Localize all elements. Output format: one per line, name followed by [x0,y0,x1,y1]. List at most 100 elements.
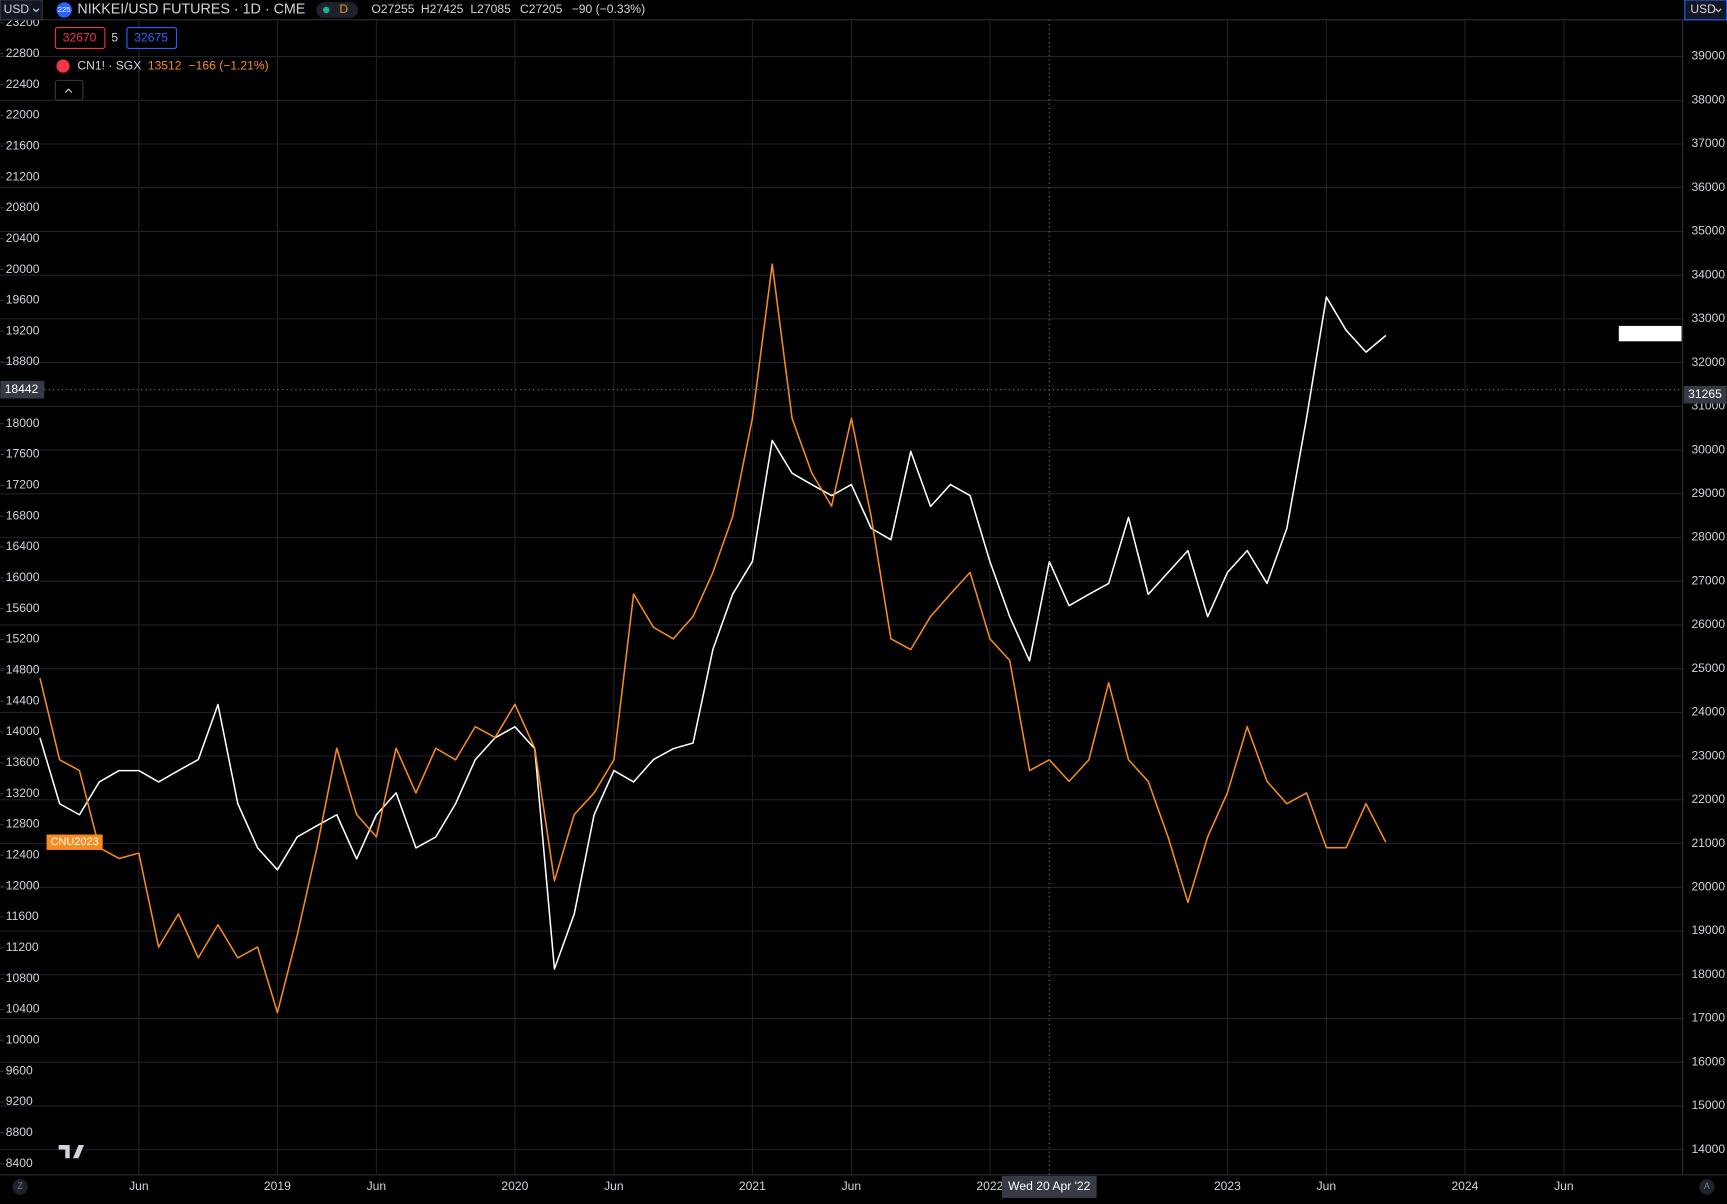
compare-symbol[interactable]: CN1! · SGX [77,58,141,72]
y2-tick-label: 18000 [1691,967,1725,981]
ohlc-open: O27255 [371,2,414,16]
y-tick-label: 16000 [6,570,40,584]
y-tick-label: 21200 [6,169,40,183]
bid-button[interactable] [54,26,106,49]
interval: D [339,2,348,16]
y2-tick-label: 33000 [1691,311,1725,325]
y2-tick-label: 37000 [1691,136,1725,150]
corner-left: Z [17,1181,23,1191]
y2-tick-label: 29000 [1691,486,1725,500]
crosshair-left-box [0,380,45,399]
bid: 32670 [63,31,97,45]
series-line [39,296,1387,970]
y-tick-label: 20000 [6,262,40,276]
symbol-title[interactable]: NIKKEI/USD FUTURES · 1D · CME [77,2,305,18]
x-tick-label: 2023 [1214,1179,1241,1193]
y-tick-label: 12000 [6,878,40,892]
ohlc-high: H27425 [421,2,464,16]
y-tick-label: 10000 [6,1033,40,1047]
y-tick-label: 17200 [6,478,40,492]
y2-tick-label: 20000 [1691,879,1725,893]
y-tick-label: 17600 [6,447,40,461]
y-tick-label: 20800 [6,200,40,214]
crosshair-right-label: 31265 [1688,387,1722,401]
y-tick-label: 18000 [6,416,40,430]
x-tick-label: 2024 [1451,1179,1478,1193]
series-tag-box [46,834,103,850]
y-tick-label: 12400 [6,848,40,862]
corner-left-button[interactable] [12,1179,28,1195]
crosshair-right-box [1683,385,1727,404]
y2-tick-label: 16000 [1691,1054,1725,1068]
crosshair-x-label: Wed 20 Apr '22 [1008,1179,1090,1193]
ask-button[interactable] [126,26,178,49]
crosshair: 18442 31265 Wed 20 Apr '22 [0,19,1727,1198]
price-tag [1618,325,1682,342]
x-tick-label: Jun [604,1179,624,1193]
y-tick-label: 13200 [6,786,40,800]
y-tick-label: 11200 [6,940,39,954]
y2-tick-label: 21000 [1691,836,1725,850]
ask: 32675 [134,31,168,45]
chevron [1715,8,1722,13]
y2-tick-label: 24000 [1691,705,1725,719]
compare-last: 13512 [148,58,182,72]
y-tick-label: 12800 [6,817,40,831]
currency-button[interactable] [0,0,43,21]
y2-tick-label: 35000 [1691,224,1725,238]
x-tick-label: Jun [842,1179,862,1193]
y-tick-label: 8800 [6,1125,33,1139]
y2-tick-label: 30000 [1691,442,1725,456]
y2-tick-label: 38000 [1691,92,1725,106]
x-tick-label: Jun [367,1179,387,1193]
y2-tick-label: 19000 [1691,923,1725,937]
y-tick-label: 13600 [6,755,40,769]
y2-tick-label: 34000 [1691,267,1725,281]
crosshair-x-box [1001,1175,1097,1198]
y2-tick-label: 23000 [1691,748,1725,762]
y-tick-label: 14000 [6,724,40,738]
series-tag: CNU2023 [50,836,98,848]
x-tick-label: 2022 [976,1179,1003,1193]
y-tick-label: 16400 [6,539,40,553]
y2-tick-label: 25000 [1691,661,1725,675]
x-tick-label: Jun [1554,1179,1574,1193]
y2-tick-label: 22000 [1691,792,1725,806]
y2-tick-label: 36000 [1691,180,1725,194]
logo [58,1145,84,1159]
x-tick-label: 2019 [264,1179,291,1193]
y-tick-label: 9200 [6,1094,33,1108]
y2-tick-label: 39000 [1691,49,1725,63]
y2-tick-label: 14000 [1691,1142,1725,1156]
y-tick-label: 21600 [6,138,40,152]
y-tick-label: 15600 [6,601,40,615]
y-tick-label: 15200 [6,632,40,646]
y-tick-label: 10800 [6,971,40,985]
plot [39,263,1387,1014]
y2-tick-label: 17000 [1691,1011,1725,1025]
x-tick-label: 2021 [739,1179,766,1193]
status-dot [322,6,330,14]
y-tick-label: 19600 [6,293,40,307]
y-tick-label: 10400 [6,1002,40,1016]
currency-left: USD [4,2,30,16]
ohlc-close: C27205 [520,2,563,16]
y-tick-label: 19200 [6,323,40,337]
y-tick-label: 14400 [6,693,40,707]
ohlc-low: L27085 [470,2,511,16]
corner-right-button[interactable] [1699,1179,1715,1195]
x-tick-label: Jun [1317,1179,1337,1193]
compare-change: −166 (−1.21%) [189,58,269,72]
x-tick-label: Jun [129,1179,149,1193]
interval-pill [316,2,359,18]
currency-right: USD [1690,2,1716,16]
y2-tick-label: 26000 [1691,617,1725,631]
y2-tick-label: 27000 [1691,573,1725,587]
spread: 5 [111,31,118,45]
y-tick-label: 22400 [6,77,40,91]
axes: 14000 15000 16000 17000 18000 19000 20000 21000… [0,15,1725,1193]
y-tick-label: 9600 [6,1063,33,1077]
y2-tick-label: 28000 [1691,530,1725,544]
y2-tick-label: 32000 [1691,355,1725,369]
